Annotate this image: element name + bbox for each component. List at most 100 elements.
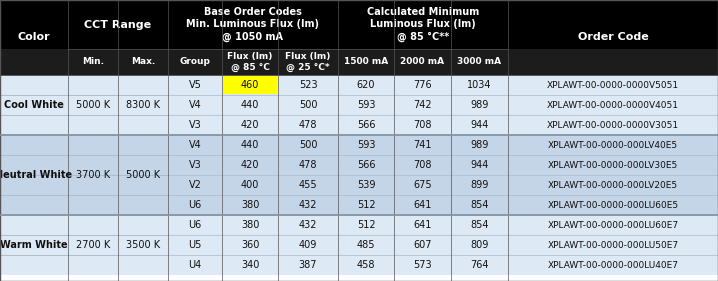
Text: 764: 764 (470, 260, 489, 270)
Text: 460: 460 (241, 80, 259, 90)
Text: 523: 523 (299, 80, 317, 90)
Bar (68, 75, 118, 135)
Text: 675: 675 (413, 180, 432, 190)
Text: 620: 620 (357, 80, 376, 90)
Bar (0, 0, 718, 49)
Text: V2: V2 (189, 180, 202, 190)
Text: 641: 641 (414, 220, 432, 230)
Text: 607: 607 (414, 240, 432, 250)
Text: XPLAWT-00-0000-0000V4051: XPLAWT-00-0000-0000V4051 (547, 101, 679, 110)
Text: 500: 500 (299, 100, 317, 110)
Text: 420: 420 (241, 160, 259, 170)
Bar (0, 215, 68, 275)
Text: V4: V4 (189, 140, 201, 150)
Text: XPLAWT-00-0000-0000V3051: XPLAWT-00-0000-0000V3051 (547, 121, 679, 130)
Text: 854: 854 (470, 200, 489, 210)
Text: 512: 512 (357, 220, 376, 230)
Bar (223, 76, 277, 94)
Text: XPLAWT-00-0000-000LU60E5: XPLAWT-00-0000-000LU60E5 (547, 201, 679, 210)
Text: Base Order Codes
Min. Luminous Flux (lm)
@ 1050 mA: Base Order Codes Min. Luminous Flux (lm)… (187, 7, 320, 42)
Text: 1500 mA: 1500 mA (344, 58, 388, 67)
Text: 741: 741 (414, 140, 432, 150)
Text: 899: 899 (470, 180, 489, 190)
Text: 989: 989 (470, 140, 489, 150)
Text: XPLAWT-00-0000-000LV30E5: XPLAWT-00-0000-000LV30E5 (548, 160, 678, 169)
Text: 380: 380 (241, 200, 259, 210)
Text: 360: 360 (241, 240, 259, 250)
Bar (118, 135, 168, 215)
Text: XPLAWT-00-0000-0000V5051: XPLAWT-00-0000-0000V5051 (547, 80, 679, 90)
Text: 573: 573 (413, 260, 432, 270)
Text: V5: V5 (189, 80, 202, 90)
Bar (0, 75, 718, 95)
Text: 944: 944 (470, 160, 489, 170)
Bar (0, 235, 718, 255)
Text: 3700 K: 3700 K (76, 170, 110, 180)
Bar (0, 215, 718, 235)
Text: 8300 K: 8300 K (126, 100, 160, 110)
Text: 432: 432 (299, 220, 317, 230)
Text: XPLAWT-00-0000-000LU40E7: XPLAWT-00-0000-000LU40E7 (548, 260, 679, 269)
Bar (0, 155, 718, 175)
Text: Group: Group (180, 58, 210, 67)
Text: 3000 mA: 3000 mA (457, 58, 502, 67)
Text: 742: 742 (413, 100, 432, 110)
Text: 2700 K: 2700 K (76, 240, 110, 250)
Text: XPLAWT-00-0000-000LV20E5: XPLAWT-00-0000-000LV20E5 (548, 180, 678, 189)
Text: 500: 500 (299, 140, 317, 150)
Text: 593: 593 (357, 140, 376, 150)
Text: 440: 440 (241, 140, 259, 150)
Text: 989: 989 (470, 100, 489, 110)
Bar (118, 75, 168, 135)
Bar (0, 49, 718, 75)
Text: V4: V4 (189, 100, 201, 110)
Text: U4: U4 (188, 260, 202, 270)
Bar (0, 135, 68, 215)
Text: 854: 854 (470, 220, 489, 230)
Text: Cool White: Cool White (4, 100, 64, 110)
Text: Order Code: Order Code (577, 33, 648, 42)
Text: 420: 420 (241, 120, 259, 130)
Text: 440: 440 (241, 100, 259, 110)
Bar (0, 255, 718, 275)
Text: 641: 641 (414, 200, 432, 210)
Text: 708: 708 (414, 120, 432, 130)
Text: 380: 380 (241, 220, 259, 230)
Text: Flux (lm)
@ 25 °C*: Flux (lm) @ 25 °C* (285, 52, 331, 72)
Text: 387: 387 (299, 260, 317, 270)
Text: Flux (lm)
@ 85 °C: Flux (lm) @ 85 °C (228, 52, 273, 72)
Text: 539: 539 (357, 180, 376, 190)
Text: 478: 478 (299, 160, 317, 170)
Text: 512: 512 (357, 200, 376, 210)
Text: 1034: 1034 (467, 80, 492, 90)
Text: 5000 K: 5000 K (126, 170, 160, 180)
Text: 409: 409 (299, 240, 317, 250)
Text: 776: 776 (413, 80, 432, 90)
Text: 478: 478 (299, 120, 317, 130)
Text: 3500 K: 3500 K (126, 240, 160, 250)
Text: Calculated Minimum
Luminous Flux (lm)
@ 85 °C**: Calculated Minimum Luminous Flux (lm) @ … (367, 7, 479, 42)
Text: 566: 566 (357, 120, 376, 130)
Text: Warm White: Warm White (0, 240, 67, 250)
Bar (0, 195, 718, 215)
Bar (0, 135, 718, 155)
Bar (0, 115, 718, 135)
Text: Max.: Max. (131, 58, 155, 67)
Bar (68, 215, 118, 275)
Bar (118, 215, 168, 275)
Text: 566: 566 (357, 160, 376, 170)
Text: 809: 809 (470, 240, 489, 250)
Text: 944: 944 (470, 120, 489, 130)
Text: Neutral White: Neutral White (0, 170, 73, 180)
Text: Color: Color (18, 33, 50, 42)
Bar (0, 75, 68, 135)
Text: CCT Range: CCT Range (85, 19, 151, 30)
Text: 5000 K: 5000 K (76, 100, 110, 110)
Bar (0, 175, 718, 195)
Text: XPLAWT-00-0000-000LU60E7: XPLAWT-00-0000-000LU60E7 (547, 221, 679, 230)
Text: 593: 593 (357, 100, 376, 110)
Text: 400: 400 (241, 180, 259, 190)
Text: XPLAWT-00-0000-000LU50E7: XPLAWT-00-0000-000LU50E7 (547, 241, 679, 250)
Text: 708: 708 (414, 160, 432, 170)
Text: U6: U6 (188, 200, 202, 210)
